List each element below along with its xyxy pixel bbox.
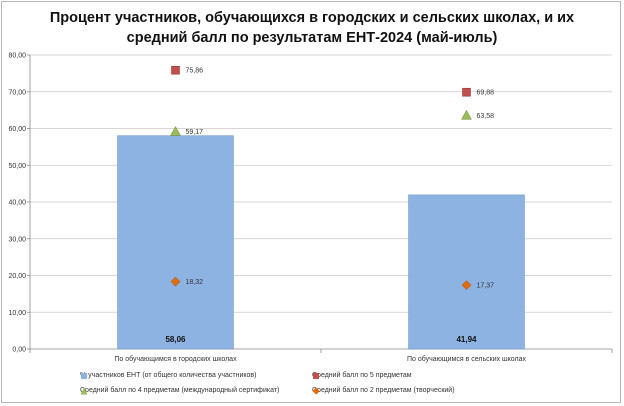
legend-swatch-icon <box>80 387 88 395</box>
legend-item: % участников ЕНТ (от общего количества у… <box>80 372 256 379</box>
y-tick-label: 50,00 <box>8 163 26 170</box>
chart-title-line-1: Процент участников, обучающихся в городс… <box>49 10 575 26</box>
triangle-marker <box>170 126 181 136</box>
y-tick-label: 60,00 <box>8 126 26 133</box>
x-category-label: По обучающимся в сельских школах <box>407 355 527 363</box>
chart-title: Процент участников, обучающихся в городс… <box>0 8 624 48</box>
square-marker <box>171 65 180 75</box>
legend-swatch-shape <box>81 373 87 379</box>
point-value-label: 63,58 <box>477 113 495 120</box>
point-value-label: 17,37 <box>477 283 495 290</box>
diamond-marker <box>461 280 472 291</box>
y-tick-label: 40,00 <box>8 200 26 207</box>
bar-value-label: 41,94 <box>456 335 477 344</box>
bar <box>117 135 234 350</box>
legend-label: Средний балл по 4 предметам (международн… <box>80 387 280 394</box>
diamond-marker <box>170 276 181 287</box>
legend-swatch-shape <box>80 387 88 395</box>
legend-swatch-icon <box>312 387 320 395</box>
legend-label: % участников ЕНТ (от общего количества у… <box>80 372 257 379</box>
legend-label: Средний балл по 5 предметам <box>312 372 412 379</box>
point-value-label: 75,86 <box>186 68 204 75</box>
y-tick-label: 30,00 <box>8 236 26 243</box>
chart-title-line-2: средний балл по результатам ЕНТ-2024 (ма… <box>126 30 498 46</box>
legend-item: Средний балл по 5 предметам <box>312 372 412 379</box>
legend-swatch-shape <box>313 373 319 379</box>
y-tick-label: 20,00 <box>8 273 26 280</box>
point-value-label: 69,88 <box>477 90 495 97</box>
legend-item: Средний балл по 2 предметам (творческий) <box>312 387 455 395</box>
legend-label: Средний балл по 2 предметам (творческий) <box>312 387 455 394</box>
triangle-marker <box>461 109 472 120</box>
point-value-label: 59,17 <box>186 129 204 136</box>
legend-swatch-shape <box>312 387 320 395</box>
y-tick-label: 70,00 <box>8 89 26 96</box>
bar <box>408 194 525 350</box>
x-category-label: По обучающимся в городских школах <box>114 355 237 363</box>
y-tick-label: 0,00 <box>12 347 26 354</box>
square-marker <box>462 87 471 97</box>
y-tick-label: 80,00 <box>8 53 26 60</box>
bar-value-label: 58,06 <box>165 335 186 344</box>
legend-swatch-icon <box>81 373 87 379</box>
legend-item: Средний балл по 4 предметам (международн… <box>80 387 280 395</box>
y-tick-label: 10,00 <box>8 310 26 317</box>
point-value-label: 18,32 <box>186 279 204 286</box>
legend-swatch-icon <box>313 373 319 379</box>
